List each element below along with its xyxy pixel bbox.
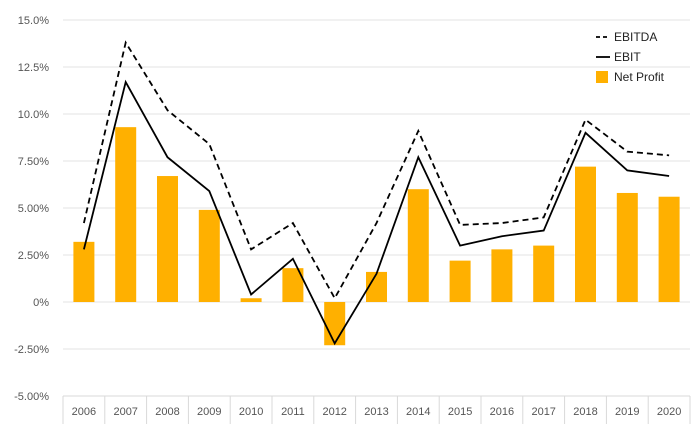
bar-net-profit: [366, 271, 387, 302]
bar-net-profit: [658, 196, 680, 302]
x-tick-label: 2006: [72, 406, 96, 418]
x-tick-label: 2008: [155, 406, 179, 418]
y-tick-label: 10.0%: [18, 109, 49, 121]
bar-net-profit: [575, 166, 596, 302]
bar-net-profit: [282, 268, 304, 302]
x-tick-label: 2016: [490, 406, 514, 418]
x-tick-label: 2018: [573, 406, 597, 418]
bar-net-profit: [240, 298, 262, 302]
bar-net-profit: [491, 249, 513, 302]
legend-label-ebitda: EBITDA: [614, 30, 657, 44]
x-tick-label: 2014: [406, 406, 430, 418]
axes: -5.00% -2.50% 0% 2.50% 5.00% 7.50% 10.0% 12.5% 1…: [14, 15, 691, 424]
x-tick-label: 2019: [615, 406, 639, 418]
lines: [83, 40, 670, 346]
x-tick-label: 2012: [322, 406, 346, 418]
legend-label-net-profit: Net Profit: [614, 70, 665, 84]
legend-swatch-net-profit: [596, 71, 608, 83]
bar-net-profit: [157, 176, 178, 302]
x-tick-label: 2009: [197, 406, 221, 418]
bar-net-profit: [115, 127, 137, 302]
bars: [73, 127, 680, 346]
x-tick-label: 2020: [657, 406, 681, 418]
x-tick-label: 2011: [281, 406, 305, 418]
x-tick-label: 2015: [448, 406, 472, 418]
y-tick-label: 2.50%: [18, 250, 49, 262]
y-tick-label: 15.0%: [18, 15, 49, 27]
x-tick-label: 2007: [113, 406, 137, 418]
bar-net-profit: [616, 192, 638, 302]
y-tick-label: -5.00%: [14, 391, 49, 403]
y-tick-label: 0%: [33, 297, 49, 309]
bar-net-profit: [533, 245, 555, 302]
bar-net-profit: [198, 209, 220, 302]
y-tick-label: 5.00%: [18, 203, 49, 215]
x-tick-label: 2010: [239, 406, 263, 418]
y-tick-label: 7.50%: [18, 156, 49, 168]
legend-label-ebit: EBIT: [614, 50, 641, 64]
bar-net-profit: [449, 260, 471, 302]
y-tick-label: -2.50%: [14, 344, 49, 356]
bar-net-profit: [407, 189, 429, 302]
y-tick-label: 12.5%: [18, 62, 49, 74]
x-tick-label: 2013: [364, 406, 388, 418]
legend: EBITDA EBIT Net Profit: [596, 30, 665, 84]
bar-net-profit: [73, 241, 95, 302]
bar-net-profit: [324, 302, 346, 346]
x-tick-label: 2017: [531, 406, 555, 418]
